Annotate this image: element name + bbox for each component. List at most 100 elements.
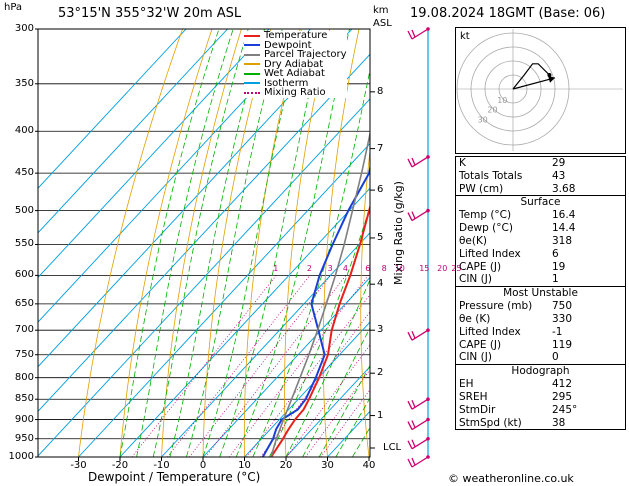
mixing-ratio-label: 6 [365, 264, 371, 274]
index-row: K 29 [456, 157, 625, 170]
pressure-tick-label: 300 [14, 23, 34, 34]
index-row: CAPE (J) 19 [456, 261, 625, 274]
legend-label: Parcel Trajectory [264, 49, 347, 60]
mixing-ratio-line [320, 389, 370, 457]
wet-adiabat [318, 364, 370, 457]
legend-item: Temperature [244, 31, 347, 41]
dry-adiabat [322, 29, 360, 457]
legend-label: Dry Adiabat [264, 58, 324, 70]
height-tick-label: 7 [377, 142, 384, 154]
dry-adiabat [202, 29, 272, 457]
isotherm [244, 321, 370, 457]
x-tick-label: 10 [238, 460, 251, 471]
index-label: K [459, 157, 466, 169]
index-label: CAPE (J) [459, 338, 502, 351]
wet-adiabat [252, 68, 370, 457]
series-temperature [270, 204, 370, 457]
wind-barb [407, 417, 430, 431]
index-row: θe(K) 318 [456, 235, 625, 248]
dry-adiabat [284, 29, 331, 457]
index-label: EH [459, 378, 474, 391]
wind-barb [407, 436, 430, 450]
date-header: 19.08.2024 18GMT (Base: 06) [410, 6, 606, 21]
pressure-tick-label: 1000 [8, 451, 34, 462]
legend-item: Parcel Trajectory [244, 50, 347, 60]
index-value: 29 [552, 157, 566, 169]
pressure-tick-label: 800 [14, 371, 34, 383]
index-row: CIN (J) 0 [456, 351, 625, 364]
index-value: 14.4 [552, 222, 576, 235]
index-row: EH 412 [456, 378, 625, 391]
pressure-tick-label: 550 [14, 238, 34, 250]
wet-adiabat [335, 397, 370, 457]
mixing-ratio-label: 1 [273, 264, 279, 274]
dry-adiabat [360, 147, 370, 457]
height-tick-label: 1 [377, 409, 384, 421]
pressure-tick-label: 500 [14, 204, 34, 216]
wind-barb [407, 208, 430, 222]
height-tick-label: 5 [377, 231, 384, 243]
index-row: PW (cm) 3.68 [456, 183, 625, 196]
index-label: θe (K) [459, 312, 491, 325]
pressure-tick-label: 600 [14, 269, 34, 281]
legend-item: Dewpoint [244, 40, 347, 51]
pressure-unit-label: hPa [4, 2, 23, 13]
index-value: 38 [552, 416, 566, 429]
wet-adiabat [119, 29, 220, 457]
index-value: 412 [552, 378, 573, 391]
mixing-ratio-label: 8 [381, 264, 387, 274]
x-tick-label: 40 [362, 460, 376, 471]
index-row: CAPE (J) 119 [456, 339, 625, 352]
height-tick-label: 8 [377, 85, 384, 97]
index-value: 16.4 [552, 209, 576, 222]
dry-adiabat [78, 29, 183, 457]
plot-frame [37, 28, 371, 458]
location-header: 53°15'N 355°32'W 20m ASL [58, 6, 242, 21]
index-value: 119 [552, 338, 573, 351]
index-label: StmDir [459, 403, 496, 416]
hodograph-frame [455, 27, 626, 154]
index-row: Dewp (°C) 14.4 [456, 222, 625, 235]
wet-adiabat [186, 29, 283, 457]
section-hodograph: Hodograph EH 412 SREH 295 StmDir 245° StmSpd (k… [455, 365, 626, 431]
index-label: Dewp (°C) [459, 222, 513, 235]
index-row: StmDir 245° [456, 404, 625, 417]
mixing-ratio-label: 10 [394, 264, 405, 274]
index-label: CAPE (J) [459, 260, 502, 273]
height-tick-label: 4 [377, 278, 384, 290]
isotherm [38, 29, 270, 279]
index-value: -1 [552, 325, 563, 338]
legend: Temperature Dewpoint Parcel Trajectory Dry … [244, 31, 347, 98]
mixing-ratio-label: 25 [451, 264, 462, 274]
km-asl-label: km ASL [373, 4, 392, 30]
index-label: PW (cm) [459, 182, 504, 195]
index-row: SREH 295 [456, 391, 625, 404]
hodograph-unit: kt [460, 31, 470, 42]
index-value: 245° [552, 403, 578, 416]
pressure-tick-label: 750 [14, 348, 34, 360]
dry-adiabat [161, 29, 242, 457]
dry-adiabat [432, 29, 452, 457]
legend-item: Mixing Ratio [244, 88, 347, 98]
height-tick-label: 6 [377, 184, 384, 196]
mixing-ratio-label: 3 [327, 264, 333, 274]
height-tick-label: 2 [377, 367, 384, 379]
index-value: 43 [552, 169, 566, 182]
index-row: Lifted Index 6 [456, 248, 625, 261]
index-row: CIN (J) 1 [456, 273, 625, 286]
mixing-ratio-line [305, 369, 370, 457]
legend-swatch [244, 72, 260, 75]
legend-label: Isotherm [264, 77, 309, 89]
asl-label: ASL [373, 18, 392, 29]
pressure-tick-label: 850 [14, 393, 34, 405]
wet-adiabat [285, 278, 370, 457]
legend-swatch [244, 34, 260, 37]
section-title: Hodograph [511, 365, 570, 378]
pressure-tick-label: 400 [14, 125, 34, 137]
index-label: SREH [459, 390, 488, 403]
index-value: 1 [552, 273, 559, 286]
isotherm [38, 29, 187, 189]
x-axis-label: Dewpoint / Temperature (°C) [88, 470, 261, 484]
legend-swatch [244, 91, 260, 94]
wet-adiabat [202, 29, 303, 457]
